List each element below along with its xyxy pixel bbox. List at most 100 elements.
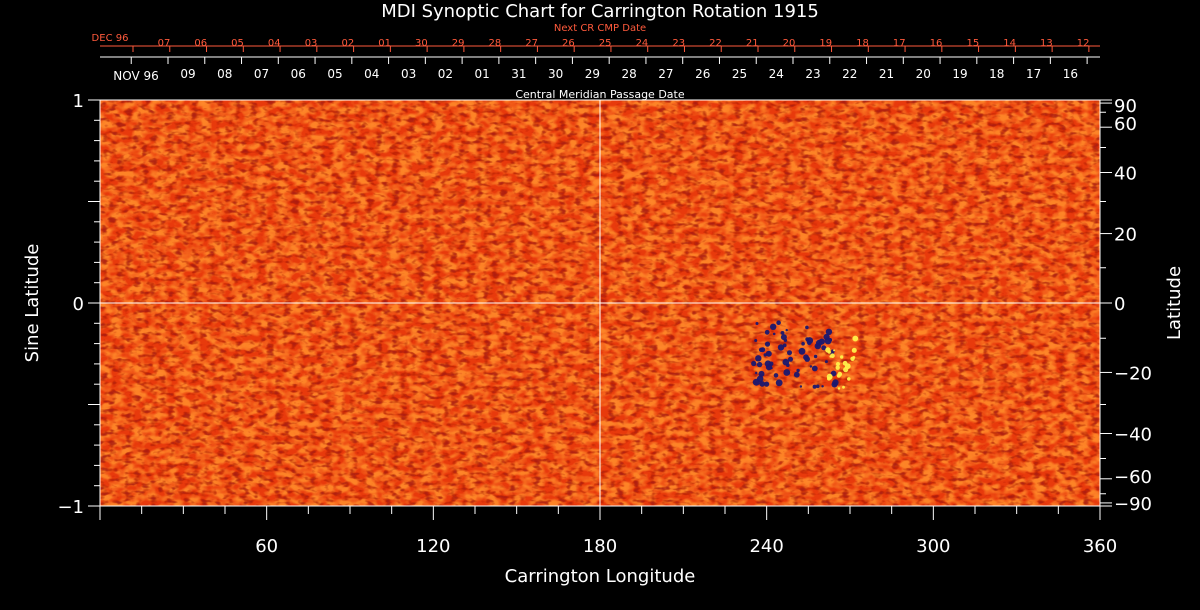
y-axis-right-label: Latitude [1164, 266, 1185, 340]
negative-polarity-spot [755, 322, 759, 325]
negative-polarity-spot [756, 375, 764, 383]
y-left-tick-label: 0 [73, 294, 84, 315]
top-inner-date-label: 27 [658, 67, 673, 81]
negative-polarity-spot [782, 358, 790, 366]
top-inner-date-label: 28 [622, 67, 637, 81]
negative-polarity-spot [821, 345, 827, 351]
top-outer-date-label: 15 [966, 38, 979, 49]
negative-polarity-spot [777, 344, 785, 351]
y-right-tick-label: 20 [1114, 225, 1137, 246]
top-inner-date-label: 16 [1063, 67, 1078, 81]
top-outer-date-label: 02 [341, 38, 354, 49]
top-inner-date-label: 31 [511, 67, 526, 81]
top-outer-date-label: 27 [525, 38, 538, 49]
negative-polarity-spot [830, 370, 837, 377]
x-tick-label: 360 [1083, 536, 1117, 557]
top-outer-date-label: 21 [746, 38, 759, 49]
negative-polarity-spot [782, 343, 787, 348]
top-outer-date-label: 19 [819, 38, 832, 49]
x-tick-label: 240 [749, 536, 783, 557]
chart-title: MDI Synoptic Chart for Carrington Rotati… [381, 1, 819, 22]
negative-polarity-spot [804, 356, 810, 362]
negative-polarity-spot [801, 341, 805, 346]
top-outer-date-label: 23 [672, 38, 685, 49]
negative-polarity-spot [812, 384, 817, 389]
top-inner-date-label: 26 [695, 67, 710, 81]
negative-polarity-spot [788, 356, 793, 362]
negative-polarity-spot [772, 332, 776, 336]
top-outer-date-label: 29 [452, 38, 465, 49]
reference-lines [100, 100, 1100, 506]
negative-polarity-spot [815, 345, 819, 348]
top-outer-axis-label: Next CR CMP Date [554, 23, 646, 34]
top-inner-date-label: 23 [805, 67, 820, 81]
negative-polarity-spot [793, 371, 800, 378]
negative-polarity-spot [787, 350, 792, 356]
top-inner-date-label: 05 [327, 67, 342, 81]
top-outer-date-label: 20 [783, 38, 796, 49]
top-outer-date-label: 07 [158, 38, 171, 49]
positive-polarity-spot [851, 347, 857, 353]
negative-polarity-spot [770, 323, 777, 330]
negative-polarity-spot [816, 384, 820, 389]
negative-polarity-spot [831, 381, 838, 388]
negative-polarity-spot [755, 371, 758, 375]
negative-polarity-spot [785, 328, 788, 332]
y-axis-left: 1 0 −1 [57, 91, 100, 518]
negative-polarity-spot [755, 355, 762, 362]
top-inner-axis-label: Central Meridian Passage Date [515, 88, 684, 101]
top-inner-month-label: NOV 96 [113, 69, 159, 83]
top-axis-cmp: 09 08 07 06 05 04 03 02 01 31 30 29 28 27 26 25 24 23 22 21… [100, 56, 1100, 81]
top-inner-date-label: 22 [842, 67, 857, 81]
top-inner-date-label: 29 [585, 67, 600, 81]
top-inner-date-label: 25 [732, 67, 747, 81]
top-outer-date-label: 14 [1003, 38, 1016, 49]
negative-polarity-spot [783, 369, 791, 376]
negative-polarity-spot [813, 354, 818, 359]
negative-polarity-spot [770, 366, 773, 370]
negative-polarity-spot [780, 331, 785, 335]
top-outer-date-label: 30 [415, 38, 428, 49]
top-inner-date-label: 08 [217, 67, 232, 81]
negative-polarity-spot [783, 338, 788, 342]
y-right-tick-label: 0 [1114, 294, 1125, 315]
x-tick-label: 180 [583, 536, 617, 557]
positive-polarity-spot [852, 356, 856, 359]
active-region-features [751, 320, 859, 390]
negative-polarity-spot [754, 339, 758, 342]
y-left-tick-label: 1 [73, 91, 84, 112]
negative-polarity-spot [764, 360, 772, 368]
negative-polarity-spot [805, 325, 809, 330]
top-inner-date-label: 07 [254, 67, 269, 81]
negative-polarity-spot [798, 347, 806, 355]
y-axis-left-label: Sine Latitude [22, 244, 43, 363]
top-outer-date-label: 28 [489, 38, 502, 49]
top-inner-date-label: 18 [989, 67, 1004, 81]
x-axis: 60 120 180 240 300 360 [99, 506, 1117, 557]
top-inner-date-label: 20 [916, 67, 931, 81]
positive-polarity-spot [847, 377, 851, 381]
y-right-tick-label: −60 [1114, 467, 1152, 488]
top-inner-date-label: 03 [401, 67, 416, 81]
positive-polarity-spot [835, 365, 840, 370]
top-outer-date-label: 24 [636, 38, 649, 49]
negative-polarity-spot [809, 365, 813, 368]
y-right-tick-label: −40 [1114, 424, 1152, 445]
top-inner-date-label: 06 [291, 67, 306, 81]
top-inner-date-label: 21 [879, 67, 894, 81]
negative-polarity-spot [758, 370, 765, 377]
x-tick-label: 300 [916, 536, 950, 557]
top-inner-date-label: 17 [1026, 67, 1041, 81]
top-inner-date-label: 24 [769, 67, 784, 81]
y-right-tick-label: 40 [1114, 164, 1137, 185]
positive-polarity-spot [842, 360, 848, 366]
negative-polarity-spot [824, 360, 828, 364]
negative-polarity-spot [821, 385, 824, 388]
positive-polarity-spot [837, 387, 841, 390]
negative-polarity-spot [764, 381, 770, 387]
negative-polarity-spot [751, 360, 757, 367]
negative-polarity-spot [760, 347, 766, 353]
positive-polarity-spot [827, 376, 831, 381]
x-axis-label: Carrington Longitude [505, 566, 696, 587]
